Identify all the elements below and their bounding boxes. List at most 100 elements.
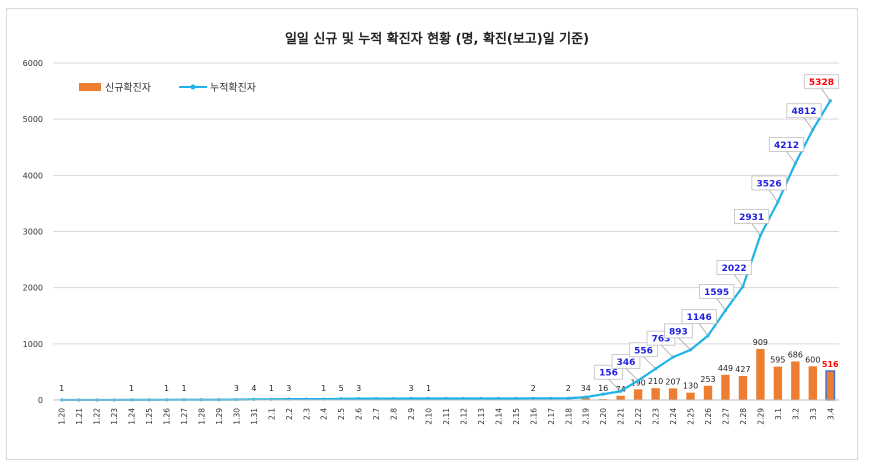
cumulative-line <box>62 101 831 400</box>
bar <box>739 376 747 400</box>
line-data-label: 556 <box>634 346 653 356</box>
bar <box>721 375 729 400</box>
bar-data-label: 1 <box>181 384 186 393</box>
bar-data-label: 4 <box>251 384 256 393</box>
legend-line-label: 누적확진자 <box>210 82 256 94</box>
x-tick-label: 2.14 <box>494 408 503 425</box>
bar-data-label: 3 <box>409 384 414 393</box>
x-tick-label: 1.21 <box>75 408 84 425</box>
y-tick-label: 5000 <box>23 115 43 124</box>
line-data-label: 1146 <box>687 313 712 323</box>
x-tick-label: 2.16 <box>529 408 538 425</box>
label-leader <box>787 151 796 163</box>
y-tick-label: 1000 <box>23 340 43 349</box>
legend-bar-swatch <box>79 83 101 91</box>
x-tick-label: 1.24 <box>128 408 137 425</box>
bar-data-label: 516 <box>822 360 839 369</box>
x-tick-label: 1.20 <box>58 408 67 425</box>
x-tick-label: 1.22 <box>93 408 102 425</box>
line-point <box>602 393 605 396</box>
bar <box>774 367 782 400</box>
x-tick-label: 2.17 <box>547 408 556 425</box>
x-tick-label: 2.7 <box>372 408 381 420</box>
x-tick-label: 1.25 <box>145 408 154 425</box>
bar <box>756 349 764 400</box>
bar-data-label: 595 <box>770 356 785 365</box>
x-tick-label: 1.28 <box>197 408 206 425</box>
bar-data-label: 686 <box>788 350 803 359</box>
line-series: 1563465567638931146159520222931352642124… <box>60 75 839 402</box>
x-tick-label: 2.4 <box>320 408 329 420</box>
line-point <box>567 397 570 400</box>
chart-svg: 일일 신규 및 누적 확진자 현황 (명, 확진(보고)일 기준) 010002… <box>7 9 857 459</box>
bar <box>634 389 642 400</box>
x-tick-label: 1.31 <box>250 408 259 425</box>
bar <box>826 371 834 400</box>
x-tick-label: 3.2 <box>791 408 800 420</box>
bar-data-label: 3 <box>234 384 239 393</box>
line-data-label: 156 <box>599 369 618 379</box>
bar-data-label: 5 <box>339 384 344 393</box>
line-data-label: 4212 <box>774 141 799 151</box>
bar-data-label: 909 <box>753 338 768 347</box>
bar <box>809 366 817 400</box>
bar-data-label: 207 <box>665 377 680 386</box>
bar-data-label: 3 <box>286 384 291 393</box>
bar <box>651 388 659 400</box>
line-point <box>584 396 587 399</box>
x-tick-label: 1.30 <box>232 408 241 425</box>
bar-data-label: 1 <box>426 384 431 393</box>
label-leader <box>734 274 743 286</box>
x-tick-label: 1.26 <box>163 408 172 425</box>
bar <box>686 393 694 400</box>
bar-data-label: 3 <box>356 384 361 393</box>
x-tick-label: 2.13 <box>477 408 486 425</box>
label-leader <box>821 89 830 101</box>
label-leader <box>661 345 673 357</box>
bar-data-label: 1 <box>59 384 64 393</box>
line-data-label: 2022 <box>722 264 747 274</box>
x-tick-label: 2.15 <box>512 408 521 425</box>
bar-data-label: 16 <box>598 384 608 393</box>
line-data-label: 3526 <box>757 179 782 189</box>
x-tick-label: 2.8 <box>390 408 399 420</box>
x-tick-label: 2.10 <box>425 408 434 425</box>
label-leader <box>644 357 656 369</box>
x-tick-label: 1.27 <box>180 408 189 425</box>
x-tick-label: 2.19 <box>582 408 591 425</box>
x-tick-label: 3.3 <box>809 408 818 420</box>
x-tick-label: 2.23 <box>652 408 661 425</box>
bar-data-label: 210 <box>648 377 663 386</box>
x-tick-label: 3.4 <box>826 408 835 420</box>
bar-data-label: 1 <box>269 384 274 393</box>
y-tick-label: 2000 <box>23 284 43 293</box>
x-tick-label: 2.6 <box>355 408 364 420</box>
bar-series: 1 1 1 1 3 4 1 3 1 5 3 3 1 2 2 34 16 74190 210 207 130253449 4… <box>58 338 840 400</box>
x-tick-label: 2.24 <box>669 408 678 425</box>
x-tick-label: 1.23 <box>110 408 119 425</box>
bar-data-label: 1 <box>164 384 169 393</box>
gridlines <box>53 63 839 400</box>
legend: 신규확진자 누적확진자 <box>79 82 256 94</box>
line-data-label: 4812 <box>791 107 816 117</box>
bar <box>669 388 677 400</box>
x-tick-label: 3.1 <box>774 408 783 420</box>
x-tick-label: 2.12 <box>459 408 468 425</box>
label-leader <box>717 298 726 310</box>
bar-data-label: 449 <box>718 364 733 373</box>
x-tick-label: 2.18 <box>564 408 573 425</box>
y-tick-label: 6000 <box>23 59 43 68</box>
x-tick-label: 2.29 <box>756 408 765 425</box>
x-tick-label: 2.27 <box>721 408 730 425</box>
bar-data-label: 2 <box>566 384 571 393</box>
x-tick-label: 2.21 <box>617 408 626 425</box>
x-tick-label: 1.29 <box>215 408 224 425</box>
x-tick-label: 2.22 <box>634 408 643 425</box>
x-tick-label: 2.28 <box>739 408 748 425</box>
bar <box>791 361 799 400</box>
x-tick-label: 2.11 <box>442 408 451 425</box>
bar-data-label: 427 <box>735 365 750 374</box>
x-tick-label: 2.25 <box>687 408 696 425</box>
line-point <box>549 397 552 400</box>
x-tick-label: 2.9 <box>407 408 416 420</box>
